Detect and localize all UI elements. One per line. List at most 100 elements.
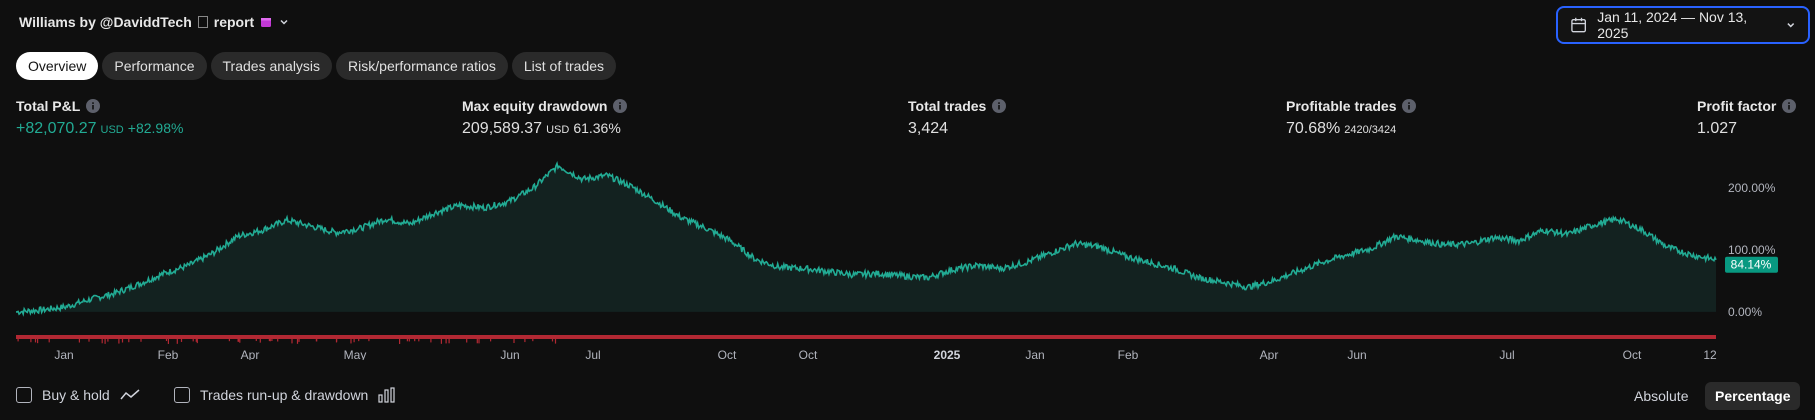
report-label: report [213,14,255,30]
drawdown-tick [430,339,432,343]
buy-hold-checkbox[interactable]: Buy & hold [16,387,140,403]
drawdown-tick [121,339,124,343]
current-value-label: 84.14% [1731,258,1772,272]
calendar-badge-icon [261,18,272,27]
equity-chart[interactable]: 200.00% 100.00% 0.00% Jan Feb Apr May Jun Jul Oc… [0,160,1815,360]
absolute-toggle[interactable]: Absolute [1634,388,1689,404]
drawdown-tick [271,339,273,342]
x-tick-label: Jun [1347,348,1366,360]
drawdown-tick [107,339,109,342]
drawdown-tick [176,339,178,344]
strategy-glyph-icon [197,16,208,28]
date-range-button[interactable]: Jan 11, 2024 — Nov 13, 2025 [1556,6,1810,44]
drawdown-tick [37,339,39,344]
metric-label: Total P&L [16,98,81,114]
x-tick-label: Jan [1025,348,1044,360]
metric-value: 209,589.37 [462,120,543,137]
drawdown-tick [196,339,198,344]
metric-unit: USD [546,124,570,136]
tab-performance[interactable]: Performance [102,52,207,80]
metric-value: 70.68% [1286,120,1341,137]
report-tabs: Overview Performance Trades analysis Ris… [16,52,617,80]
drawdown-tick [140,339,142,342]
drawdown-tick [448,339,450,344]
tab-list-of-trades[interactable]: List of trades [511,52,617,80]
checkbox-box[interactable] [16,387,32,403]
buy-hold-label: Buy & hold [42,387,110,403]
drawdown-tick [17,339,19,342]
drawdown-tick [165,339,168,342]
trades-runup-checkbox[interactable]: Trades run-up & drawdown [174,387,396,403]
drawdown-tick [466,339,468,343]
metric-label: Total trades [908,98,987,114]
drawdown-tick [551,339,554,342]
drawdown-tick [513,339,515,344]
drawdown-tick [440,339,442,344]
trades-runup-label: Trades run-up & drawdown [200,387,369,403]
drawdown-tick [255,339,257,342]
strategy-title[interactable]: Williams by @DaviddTech report [19,14,290,30]
metric-label: Max equity drawdown [462,98,608,114]
metric-value: 1.027 [1697,120,1738,137]
drawdown-tick [277,339,279,342]
tab-risk-performance-ratios[interactable]: Risk/performance ratios [336,52,508,80]
info-icon[interactable] [613,99,628,113]
metric-value: 3,424 [908,120,949,137]
drawdown-tick [335,339,338,343]
metric-profitable-trades: Profitable trades 70.68% 2420/3424 [1286,98,1417,138]
tab-trades-analysis[interactable]: Trades analysis [210,52,333,80]
strategy-name: Williams by @DaviddTech [19,14,192,30]
drawdown-tick [268,339,270,342]
metric-ratio: 2420/3424 [1344,124,1397,136]
drawdown-tick [350,339,352,344]
info-icon[interactable] [1782,99,1797,113]
equity-line [16,160,1717,317]
x-tick-label: 12 [1703,348,1717,360]
x-tick-label: Jun [500,348,519,360]
x-tick-label: May [344,348,367,360]
x-tick-label: Feb [158,348,179,360]
drawdown-tick [445,339,447,344]
drawdown-tick [88,339,90,342]
drawdown-tick [358,339,360,342]
drawdown-tick [269,339,271,342]
chart-controls: Buy & hold Trades run-up & drawdown Abso… [0,380,1815,412]
chevron-down-icon[interactable] [278,16,290,28]
info-icon[interactable] [1402,99,1417,113]
drawdown-tick [192,339,194,342]
drawdown-tick [228,339,230,342]
drawdown-tick [414,339,416,342]
drawdown-tick [101,339,103,344]
x-tick-label: Apr [1260,348,1279,360]
x-tick-label: 2025 [934,348,961,360]
info-icon[interactable] [86,99,101,113]
drawdown-tick [418,339,420,342]
percentage-toggle[interactable]: Percentage [1705,382,1801,410]
x-tick-label: Oct [718,348,737,360]
metric-total-pnl: Total P&L +82,070.27 USD +82.98% [16,98,183,138]
y-tick-label: 0.00% [1728,305,1762,319]
metric-total-trades: Total trades 3,424 [908,98,1007,138]
drawdown-tick [104,339,106,344]
info-icon[interactable] [992,99,1007,113]
chevron-down-icon [1786,23,1794,28]
x-tick-label: Oct [799,348,818,360]
checkbox-box[interactable] [174,387,190,403]
calendar-icon [1571,17,1587,33]
drawdown-tick [298,339,300,342]
metric-percent: 61.36% [573,120,621,136]
metric-max-drawdown: Max equity drawdown 209,589.37 USD 61.36% [462,98,628,138]
drawdown-tick [118,339,120,344]
tab-overview[interactable]: Overview [16,52,99,80]
drawdown-tick [368,339,370,342]
equity-area [16,163,1716,315]
drawdown-tick [195,339,197,342]
drawdown-tick [353,339,355,343]
x-tick-label: Apr [241,348,260,360]
drawdown-tick [30,339,32,343]
x-tick-label: Jul [1499,348,1514,360]
y-tick-label: 100.00% [1728,243,1776,257]
drawdown-tick [34,339,37,343]
drawdown-tick [239,339,241,343]
metric-percent: +82.98% [127,120,184,136]
